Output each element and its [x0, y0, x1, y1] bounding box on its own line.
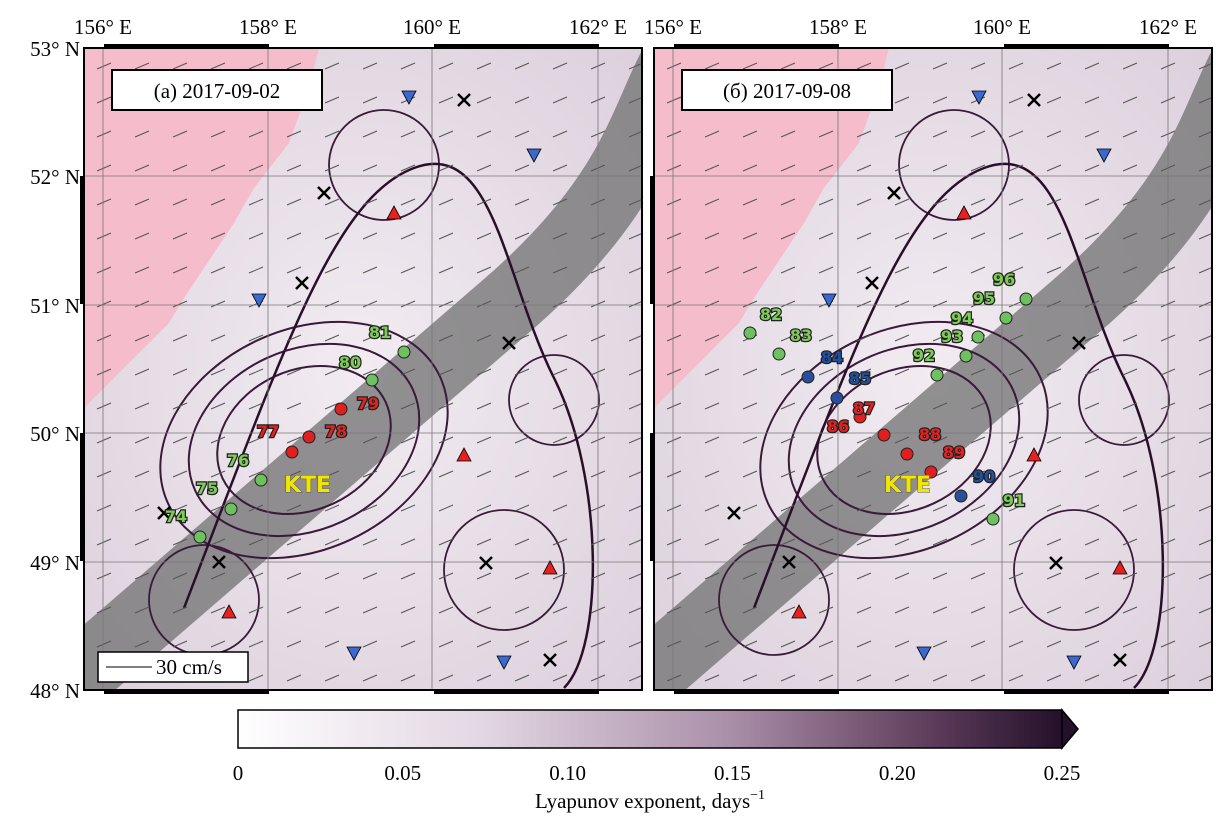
- frame-tick-bar: [1004, 44, 1169, 49]
- map-panel: 828384858687888990919293949596KTE(б) 201…: [634, 15, 1216, 694]
- frame-tick-bar: [650, 176, 655, 304]
- colorbar-label-text: Lyapunov exponent, days: [535, 789, 750, 813]
- station-label: 95: [973, 289, 995, 308]
- x-tick-label: 160° E: [973, 15, 1031, 39]
- station-label: 96: [993, 270, 1015, 289]
- colorbar-tick-label: 0.05: [384, 761, 421, 785]
- station-label: 86: [827, 417, 849, 436]
- y-tick-label: 53° N: [30, 37, 80, 61]
- figure: 74 75 76 77 78 79 80 81 KTE (a) 2017-09-02 30 cm/s…: [0, 0, 1216, 816]
- station-marker: [773, 348, 785, 360]
- station-marker: [878, 429, 890, 441]
- station-label: 81: [369, 323, 391, 342]
- station-label: 88: [919, 425, 941, 444]
- eddy-label: KTE: [884, 473, 931, 498]
- station-label: 80: [339, 353, 361, 372]
- station-marker: [1000, 312, 1012, 324]
- frame-tick-bar: [80, 433, 85, 561]
- frame-tick-bar: [80, 176, 85, 304]
- station-label: 82: [760, 305, 782, 324]
- station-label: 78: [325, 422, 347, 441]
- station-label: 79: [357, 394, 379, 413]
- station-marker: [931, 369, 943, 381]
- x-tick-label: 158° E: [809, 15, 867, 39]
- station-label: 94: [951, 309, 973, 328]
- station-label: 84: [821, 348, 843, 367]
- y-tick-label: 49° N: [30, 551, 80, 575]
- station-marker: [987, 513, 999, 525]
- y-tick-label: 48° N: [30, 679, 80, 703]
- frame-tick-bar: [104, 689, 269, 694]
- station-label: 87: [853, 399, 875, 418]
- x-tick-label: 156° E: [644, 15, 702, 39]
- y-tick-label: 52° N: [30, 165, 80, 189]
- station-marker: [831, 392, 843, 404]
- station-label: 91: [1003, 491, 1025, 510]
- frame-tick-bar: [1004, 689, 1169, 694]
- station-label: 85: [849, 369, 871, 388]
- colorbar-ramp: [238, 710, 1062, 748]
- colorbar: Lyapunov exponent, days−1 0 0.05 0.10 0.15 0…: [233, 710, 1081, 813]
- colorbar-tick-label: 0.20: [879, 761, 916, 785]
- station-marker: [194, 531, 206, 543]
- x-tick-label: 162° E: [569, 15, 627, 39]
- colorbar-tick-label: 0.25: [1044, 761, 1081, 785]
- map-field: [64, 48, 684, 690]
- station-marker: [303, 431, 315, 443]
- station-label: 90: [973, 467, 995, 486]
- colorbar-tick-label: 0.15: [714, 761, 751, 785]
- station-label: 74: [165, 507, 187, 526]
- colorbar-tick-label: 0: [233, 761, 244, 785]
- station-marker: [744, 327, 756, 339]
- station-label: 83: [790, 326, 812, 345]
- frame-tick-bar: [674, 44, 839, 49]
- frame-tick-bar: [674, 689, 839, 694]
- colorbar-label-sup: −1: [750, 788, 765, 803]
- station-marker: [335, 403, 347, 415]
- colorbar-arrow: [1062, 710, 1078, 748]
- panel-label: (a) 2017-09-02: [154, 79, 281, 103]
- map-panel: 74 75 76 77 78 79 80 81 KTE (a) 2017-09-02 30 cm/s…: [64, 15, 684, 694]
- station-label: 93: [941, 327, 963, 346]
- station-marker: [366, 374, 378, 386]
- station-marker: [1020, 293, 1032, 305]
- panel-label: (б) 2017-09-08: [723, 79, 851, 103]
- station-marker: [225, 503, 237, 515]
- scale-label: 30 cm/s: [156, 655, 222, 679]
- station-marker: [960, 350, 972, 362]
- x-tick-label: 160° E: [403, 15, 461, 39]
- y-tick-label: 50° N: [30, 422, 80, 446]
- station-marker: [901, 448, 913, 460]
- station-marker: [286, 446, 298, 458]
- frame-tick-bar: [104, 44, 269, 49]
- station-label: 89: [943, 443, 965, 462]
- station-label: 76: [227, 451, 249, 470]
- eddy-label: KTE: [284, 473, 331, 498]
- frame-tick-bar: [434, 44, 599, 49]
- station-marker: [255, 474, 267, 486]
- x-tick-label: 156° E: [74, 15, 132, 39]
- x-tick-label: 162° E: [1139, 15, 1197, 39]
- station-marker: [955, 490, 967, 502]
- station-label: 75: [196, 479, 218, 498]
- y-tick-label: 51° N: [30, 294, 80, 318]
- station-marker: [972, 331, 984, 343]
- station-marker: [802, 371, 814, 383]
- frame-tick-bar: [434, 689, 599, 694]
- station-marker: [398, 346, 410, 358]
- colorbar-label: Lyapunov exponent, days−1: [535, 788, 765, 813]
- frame-tick-bar: [650, 433, 655, 561]
- map-field: [634, 48, 1216, 690]
- x-tick-label: 158° E: [239, 15, 297, 39]
- station-label: 77: [257, 422, 279, 441]
- colorbar-tick-label: 0.10: [549, 761, 586, 785]
- station-label: 92: [913, 346, 935, 365]
